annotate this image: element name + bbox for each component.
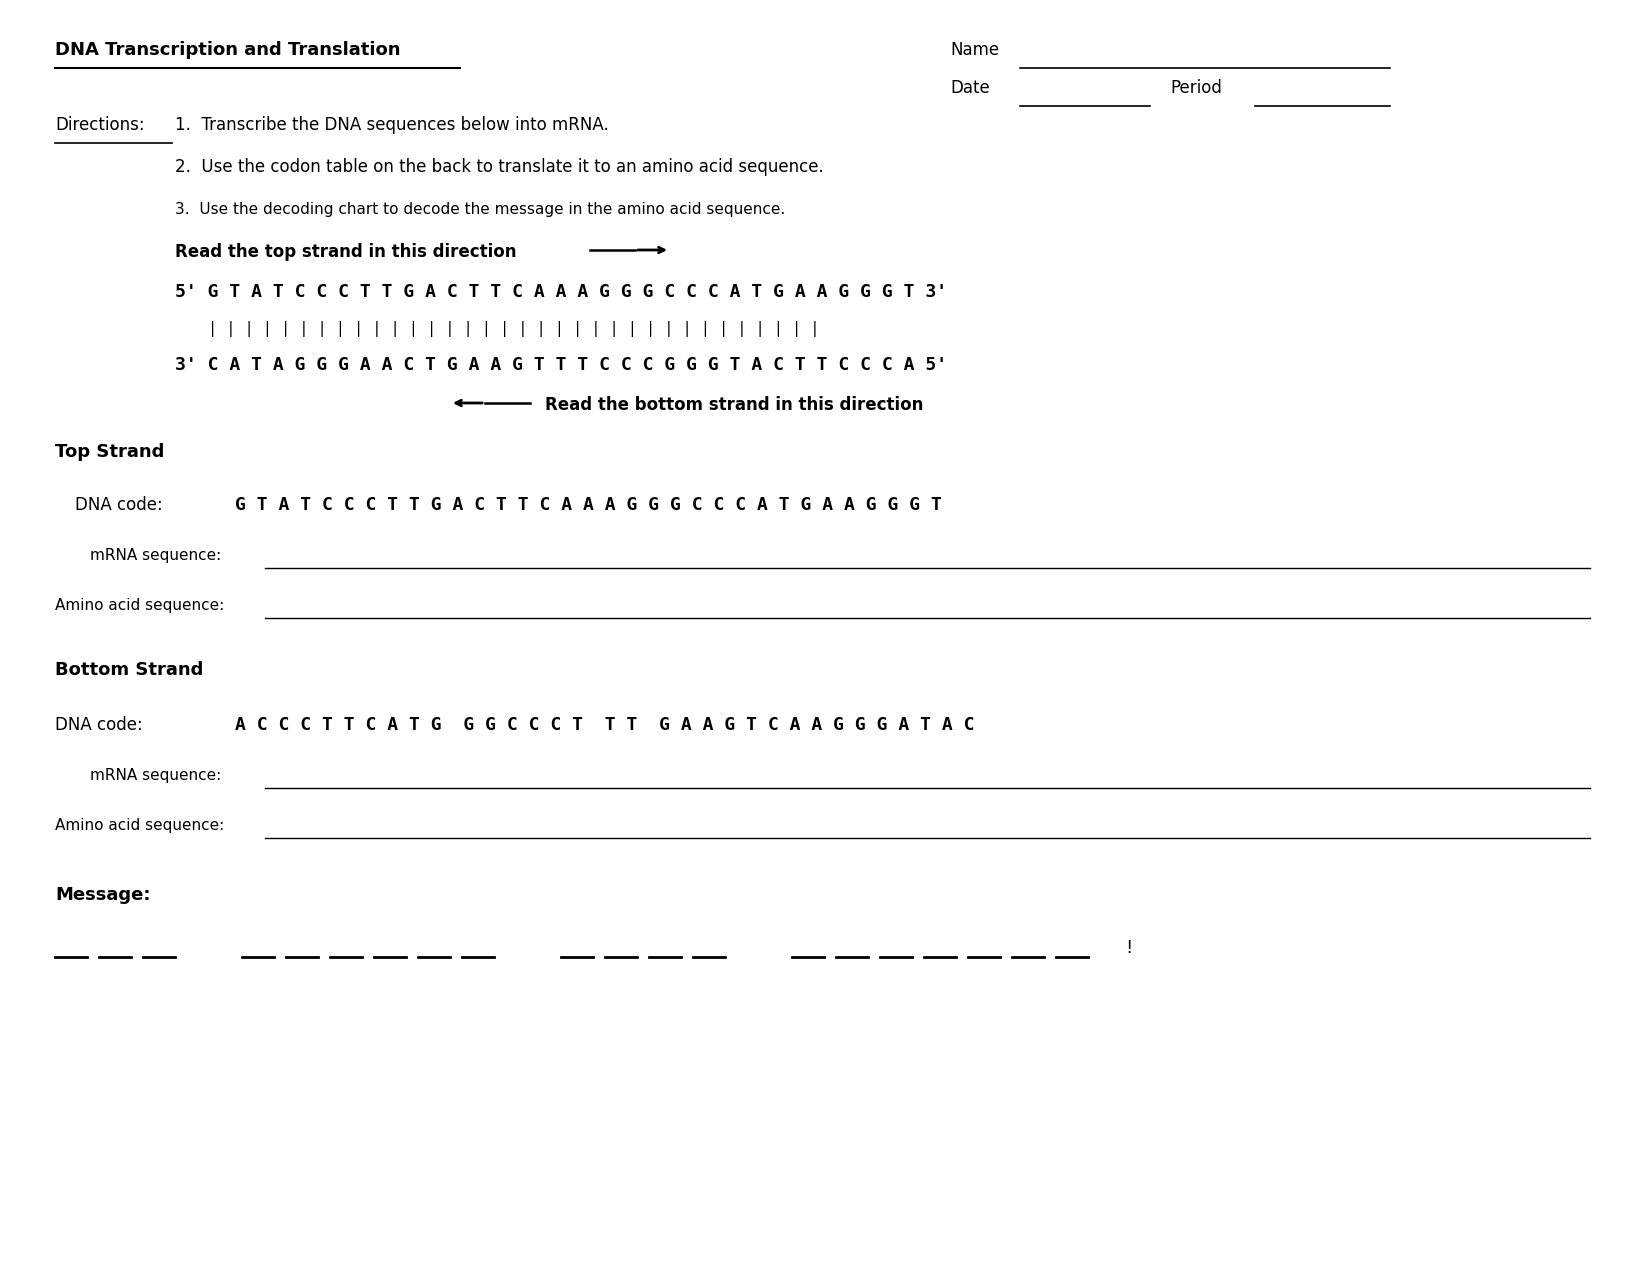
Text: DNA code:: DNA code:: [74, 496, 163, 514]
Text: Amino acid sequence:: Amino acid sequence:: [54, 819, 224, 833]
Text: Bottom Strand: Bottom Strand: [54, 660, 203, 680]
Text: 1.  Transcribe the DNA sequences below into mRNA.: 1. Transcribe the DNA sequences below in…: [175, 116, 609, 134]
Text: !: !: [1125, 938, 1132, 958]
Text: DNA Transcription and Translation: DNA Transcription and Translation: [54, 41, 401, 59]
Text: Read the bottom strand in this direction: Read the bottom strand in this direction: [544, 397, 924, 414]
Text: Read the top strand in this direction: Read the top strand in this direction: [175, 244, 516, 261]
Text: G T A T C C C T T G A C T T C A A A G G G C C C A T G A A G G G T: G T A T C C C T T G A C T T C A A A G G …: [234, 496, 942, 514]
Text: Directions:: Directions:: [54, 116, 145, 134]
Text: 3.  Use the decoding chart to decode the message in the amino acid sequence.: 3. Use the decoding chart to decode the …: [175, 201, 785, 217]
Text: 3' C A T A G G G A A C T G A A G T T T C C C G G G T A C T T C C C A 5': 3' C A T A G G G A A C T G A A G T T T C…: [175, 356, 947, 374]
Text: 2.  Use the codon table on the back to translate it to an amino acid sequence.: 2. Use the codon table on the back to tr…: [175, 158, 823, 176]
Text: Top Strand: Top Strand: [54, 442, 165, 462]
Text: 5' G T A T C C C T T G A C T T C A A A G G G C C C A T G A A G G G T 3': 5' G T A T C C C T T G A C T T C A A A G…: [175, 283, 947, 301]
Text: DNA code:: DNA code:: [54, 717, 144, 734]
Text: Name: Name: [950, 41, 1000, 59]
Text: | | | | | | | | | | | | | | | | | | | | | | | | | | | | | | | | | |: | | | | | | | | | | | | | | | | | | | | …: [208, 321, 820, 337]
Text: A C C C T T C A T G  G G C C C T  T T  G A A G T C A A G G G A T A C: A C C C T T C A T G G G C C C T T T G A …: [234, 717, 975, 734]
Text: Amino acid sequence:: Amino acid sequence:: [54, 598, 224, 613]
Text: Date: Date: [950, 79, 990, 97]
Text: Period: Period: [1170, 79, 1223, 97]
Text: mRNA sequence:: mRNA sequence:: [91, 768, 221, 783]
Text: Message:: Message:: [54, 886, 150, 904]
Text: mRNA sequence:: mRNA sequence:: [91, 548, 221, 564]
